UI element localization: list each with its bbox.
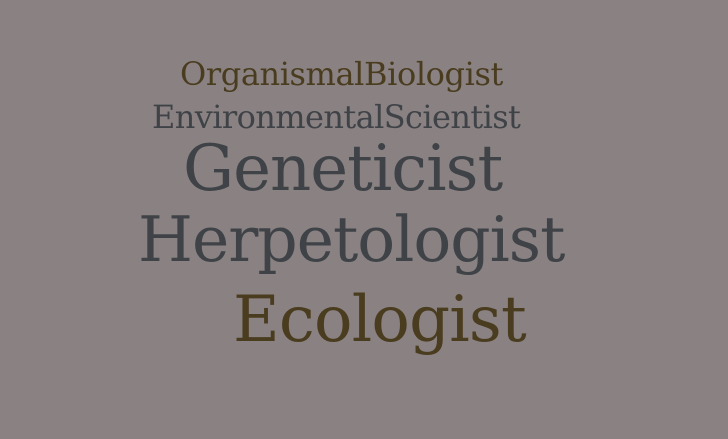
word-herpetologist: Herpetologist	[138, 203, 565, 276]
word-geneticist: Geneticist	[183, 132, 503, 206]
word-ecologist: Ecologist	[233, 283, 527, 357]
word-organismal-biologist: OrganismalBiologist	[180, 55, 503, 93]
word-environmental-scientist: EnvironmentalScientist	[152, 98, 521, 136]
